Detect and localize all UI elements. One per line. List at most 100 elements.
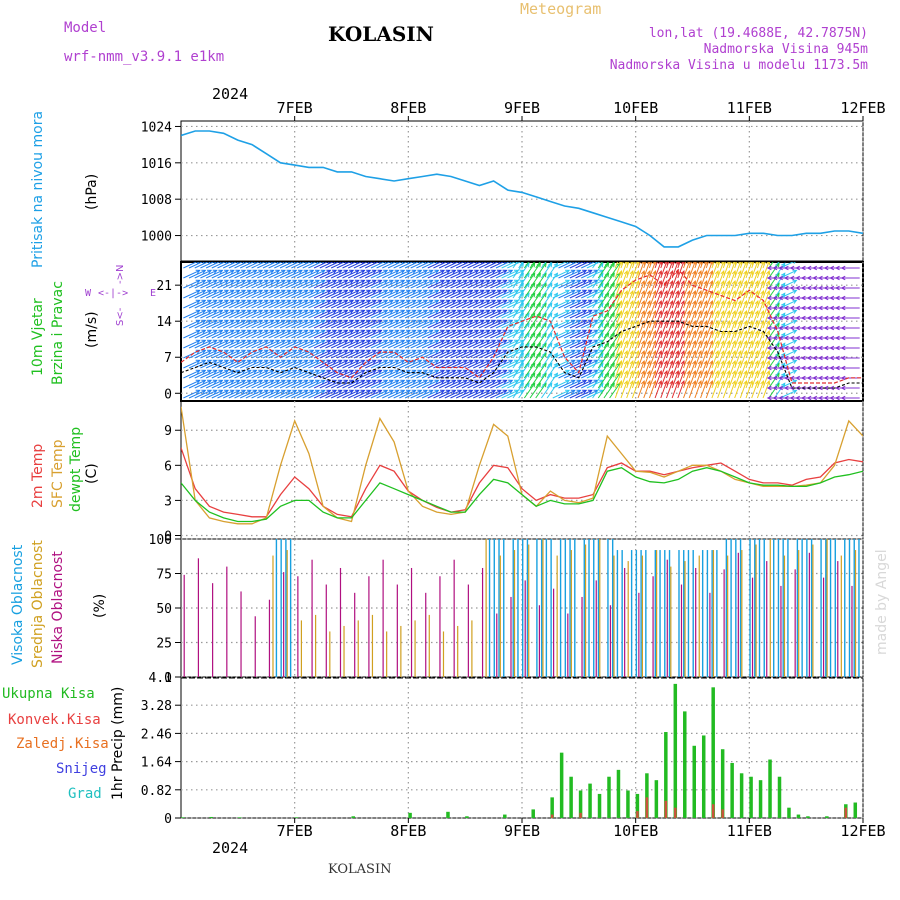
wind-arrowhead (582, 269, 588, 274)
wind-arrowhead (657, 360, 663, 366)
wind-arrowhead (778, 275, 783, 281)
wind-arrowhead (195, 269, 201, 274)
wind-arrow (518, 282, 530, 299)
wind-arrow (518, 262, 524, 269)
wind-arrow (438, 329, 456, 339)
high-cloud-bar (848, 539, 851, 677)
wind-arrow (614, 370, 622, 389)
wind-arrow (251, 339, 269, 349)
wind-arrowhead (401, 262, 404, 264)
wind-arrowhead (652, 262, 657, 266)
wind-arrowhead (286, 289, 292, 294)
wind-arrow (637, 340, 645, 359)
wind-arrowhead (748, 280, 754, 286)
low-cloud-bar (695, 567, 697, 677)
wind-arrowhead (468, 349, 474, 354)
wind-arrow (245, 369, 263, 379)
wind-arrowhead (570, 319, 576, 324)
wind-arrowhead (286, 299, 292, 304)
high-cloud-bar (607, 539, 609, 677)
wind-arrowhead (411, 349, 417, 354)
wind-arrowhead (212, 359, 218, 364)
wind-arrow (347, 279, 365, 289)
wind-arrow (393, 329, 411, 339)
wind-arrowhead (587, 269, 593, 274)
wind-arrowhead (350, 262, 353, 264)
wind-arrowhead (440, 329, 446, 334)
mid-cloud-bar (300, 620, 303, 677)
wind-arrow (205, 389, 223, 399)
mid-cloud-bar (656, 550, 658, 677)
wind-arrow (382, 359, 399, 369)
wind-arrowhead (388, 379, 394, 384)
wind-arrowhead (754, 262, 759, 266)
wind-arrowhead (508, 369, 514, 374)
wind-arrow (285, 269, 303, 279)
wind-arrow (541, 262, 553, 279)
wind-arrow (444, 319, 462, 329)
wind-arrow (592, 382, 604, 399)
total-precip-bar (787, 807, 791, 818)
wind-arrow (490, 262, 505, 269)
high-cloud-bar (635, 550, 638, 677)
wind-arrow (313, 379, 331, 389)
wind-arrow (325, 359, 342, 369)
wind-arrowhead (812, 325, 818, 331)
wind-arrowhead (765, 310, 771, 316)
wind-arrow (370, 299, 388, 309)
wind-arrowhead (658, 251, 661, 255)
wind-arrowhead (817, 315, 823, 321)
wind-arrow (700, 320, 708, 339)
wind-arrowhead (663, 290, 668, 296)
wind-arrow (563, 329, 581, 339)
wind-arrowhead (748, 340, 754, 346)
wind-arrowhead (789, 305, 795, 311)
wind-arrowhead (337, 329, 343, 334)
wind-arrowhead (405, 299, 411, 304)
wind-arrowhead (195, 349, 201, 354)
wind-arrowhead (366, 299, 372, 304)
wind-arrow (751, 290, 759, 309)
total-precip-bar (237, 817, 242, 818)
wind-arrow (200, 262, 215, 269)
wind-arrow (404, 359, 422, 369)
wind-arrow (569, 299, 587, 309)
wind-arrow (222, 329, 240, 339)
wind-arrowhead (760, 380, 765, 386)
wind-arrow (239, 369, 257, 379)
wind-arrow (183, 279, 200, 289)
wind-arrowhead (587, 379, 593, 384)
wind-arrowhead (783, 295, 789, 301)
wind-arrow (370, 319, 388, 329)
wind-arrow (541, 312, 553, 329)
total-precip-bar (209, 816, 213, 818)
wind-arrowhead (422, 289, 429, 294)
wind-arrowhead (496, 349, 502, 354)
wind-arrowhead (475, 262, 478, 264)
wind-arrowhead (377, 299, 383, 304)
wind-arrowhead (680, 310, 685, 316)
wind-arrowhead (502, 339, 508, 344)
wind-arrow (546, 282, 558, 299)
wind-arrowhead (400, 389, 406, 394)
wind-arrowhead (378, 262, 381, 264)
wind-arrowhead (709, 290, 714, 296)
wind-arrowhead (496, 279, 502, 284)
wind-arrowhead (714, 360, 720, 366)
wind-arrow (279, 279, 297, 289)
wind-arrowhead (428, 389, 434, 394)
wind-arrowhead (422, 339, 429, 344)
wind-arrowhead (583, 262, 586, 264)
mid-cloud-bar (442, 631, 445, 677)
wind-arrow (205, 349, 223, 359)
wind-arrowhead (280, 369, 286, 374)
wind-arrow (393, 299, 411, 309)
high-cloud-bar (611, 539, 614, 677)
wind-arrowhead (400, 369, 406, 374)
wind-arrowhead (709, 320, 714, 326)
wind-arrowhead (795, 375, 801, 381)
wind-arrow (614, 300, 622, 319)
wind-arrow (751, 320, 759, 339)
wind-arrowhead (241, 369, 247, 374)
wind-arrowhead (388, 299, 394, 304)
